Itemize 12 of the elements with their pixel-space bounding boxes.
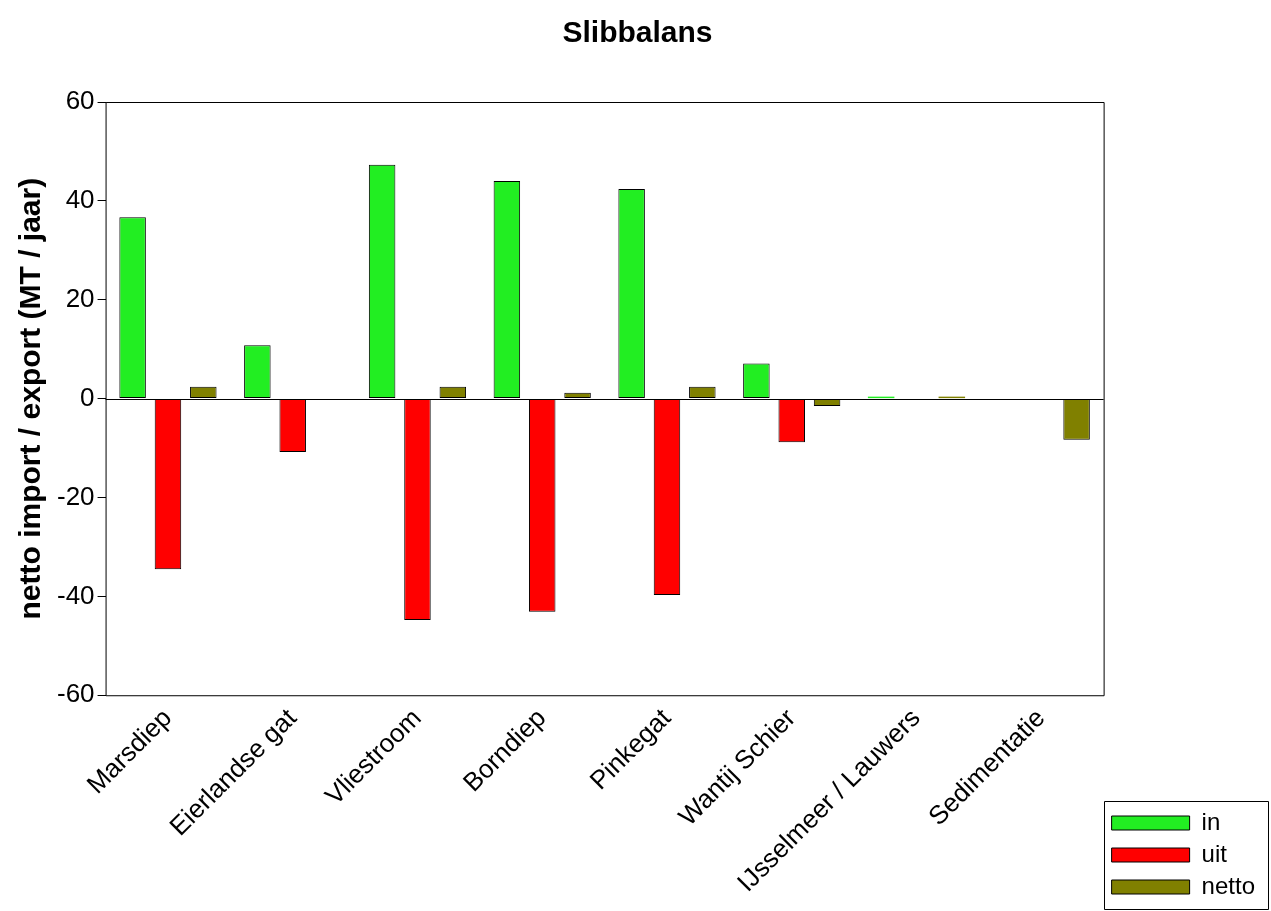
legend-label: netto xyxy=(1201,871,1256,899)
legend-label: in xyxy=(1201,807,1221,835)
chart-title: Slibbalans xyxy=(562,15,713,49)
legend-label: uit xyxy=(1201,839,1228,867)
y-tick-label: 40 xyxy=(65,184,95,215)
y-axis-title: netto import / export (MT / jaar) xyxy=(13,177,47,620)
y-tick-label: -20 xyxy=(57,480,95,511)
y-tick-label: 60 xyxy=(65,85,95,116)
y-tick-label: 0 xyxy=(80,381,95,412)
y-tick-label: -60 xyxy=(57,678,95,709)
y-tick-label: -40 xyxy=(57,579,95,610)
y-tick-label: 20 xyxy=(65,282,95,313)
